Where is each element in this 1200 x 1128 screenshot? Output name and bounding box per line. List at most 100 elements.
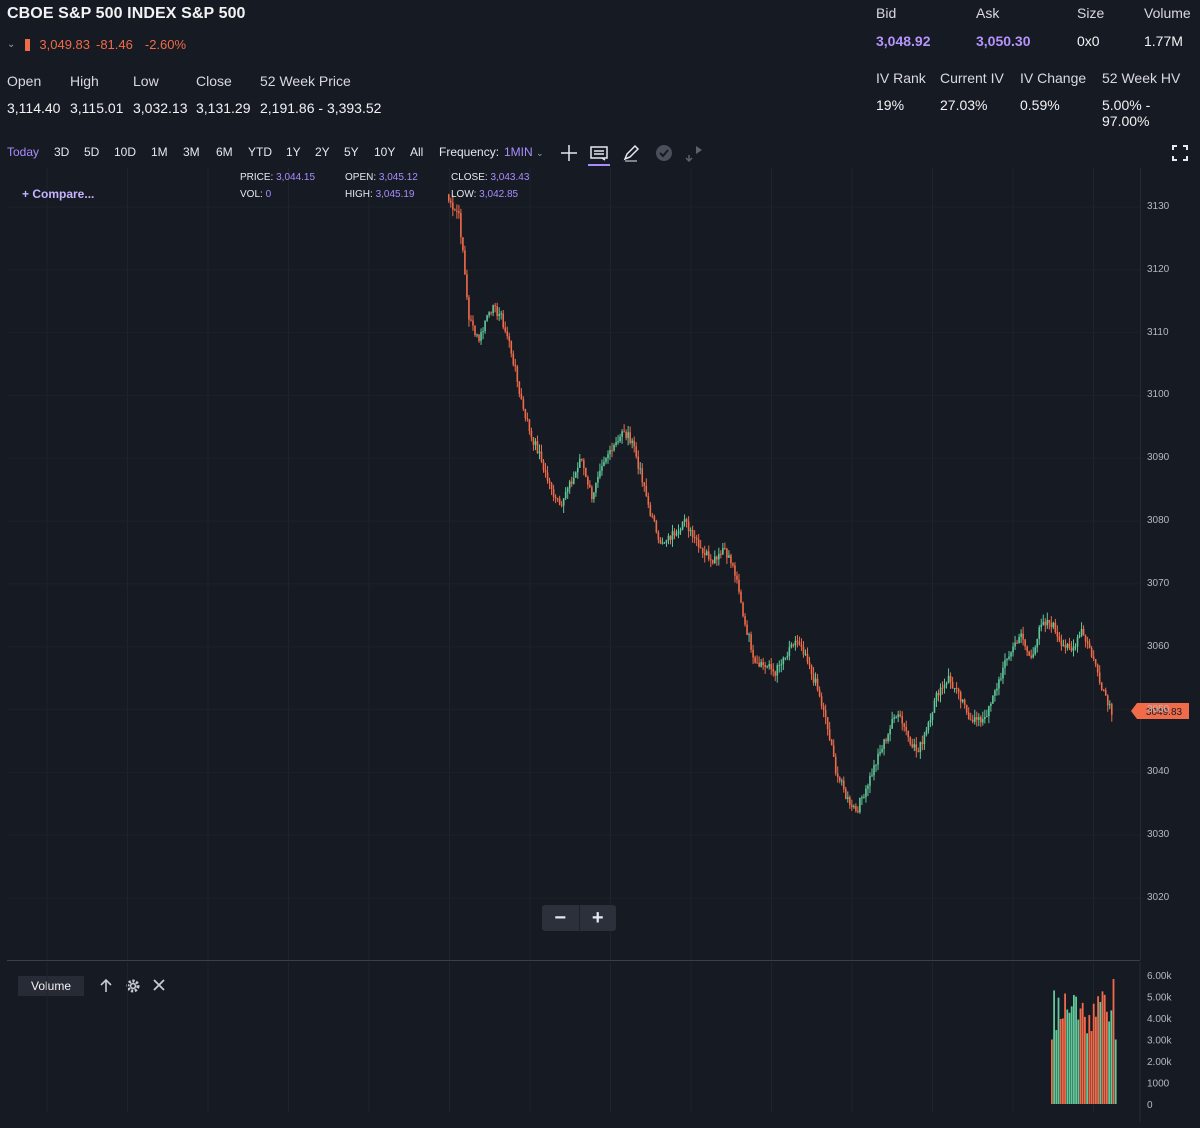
candle-body bbox=[667, 535, 670, 541]
candle-body bbox=[716, 556, 718, 560]
volume-bar bbox=[1073, 995, 1075, 1104]
tf-5y[interactable]: 5Y bbox=[344, 145, 359, 159]
candle-body bbox=[540, 451, 543, 462]
tf-5d[interactable]: 5D bbox=[84, 145, 100, 159]
candle-body bbox=[776, 665, 779, 676]
tf-ytd[interactable]: YTD bbox=[248, 145, 272, 159]
candle-body bbox=[965, 704, 968, 713]
candle-body bbox=[905, 726, 908, 731]
price-chart[interactable] bbox=[7, 168, 1141, 960]
candle-body bbox=[1088, 643, 1091, 648]
candle-body bbox=[468, 297, 470, 320]
volume-bar bbox=[1077, 1019, 1080, 1104]
candle-body bbox=[804, 653, 807, 655]
tf-3m[interactable]: 3M bbox=[183, 145, 200, 159]
candle-body bbox=[977, 717, 980, 720]
compare-button[interactable]: + Compare... bbox=[22, 187, 95, 201]
candle-body bbox=[1018, 636, 1020, 644]
price-direction-bar bbox=[25, 38, 31, 51]
candle-body bbox=[1056, 631, 1059, 637]
candle-body bbox=[486, 315, 488, 321]
volume-bar bbox=[1062, 1018, 1064, 1104]
candle-body bbox=[752, 649, 754, 658]
candle-body bbox=[847, 797, 849, 799]
candle-body bbox=[967, 712, 970, 720]
tf-3d[interactable]: 3D bbox=[54, 145, 70, 159]
candle-body bbox=[758, 662, 760, 667]
candle-body bbox=[728, 555, 730, 558]
close-icon[interactable] bbox=[151, 977, 167, 998]
arrow-up-icon[interactable] bbox=[97, 977, 115, 1000]
candle-body bbox=[1032, 654, 1035, 658]
candle-body bbox=[961, 699, 964, 702]
tf-2y[interactable]: 2Y bbox=[315, 145, 330, 159]
tf-1y[interactable]: 1Y bbox=[286, 145, 301, 159]
candle-body bbox=[832, 745, 835, 757]
candle-body bbox=[591, 487, 593, 499]
iv-change-value: 0.59% bbox=[1020, 97, 1060, 113]
candle-body bbox=[790, 644, 793, 648]
candle-body bbox=[1058, 636, 1061, 641]
tf-6m[interactable]: 6M bbox=[216, 145, 233, 159]
news-icon[interactable] bbox=[588, 142, 610, 166]
candle-body bbox=[556, 498, 559, 500]
fullscreen-icon[interactable] bbox=[1169, 142, 1191, 164]
candle-body bbox=[883, 739, 885, 749]
candle-body bbox=[460, 213, 462, 238]
share-icon[interactable] bbox=[684, 142, 706, 164]
candle-body bbox=[786, 656, 789, 658]
zoom-out-button[interactable]: − bbox=[554, 906, 567, 929]
volume-pane-divider[interactable] bbox=[7, 960, 1140, 961]
candle-body bbox=[663, 542, 666, 544]
candle-body bbox=[530, 430, 533, 438]
candle-body bbox=[564, 491, 567, 499]
frequency-select[interactable]: 1MIN ⌄ bbox=[504, 145, 544, 159]
volume-bar bbox=[1070, 1006, 1073, 1104]
draw-icon[interactable] bbox=[620, 142, 642, 164]
candle-body bbox=[448, 194, 450, 201]
crosshair-icon[interactable] bbox=[558, 142, 580, 164]
candle-body bbox=[611, 450, 613, 452]
candle-body bbox=[629, 432, 631, 444]
candle-body bbox=[828, 729, 831, 740]
candle-body bbox=[903, 723, 906, 727]
candle-body bbox=[1072, 646, 1075, 651]
candle-body bbox=[1074, 646, 1077, 648]
candle-body bbox=[478, 334, 480, 341]
stat-high-label: High bbox=[70, 73, 99, 89]
candle-body bbox=[834, 756, 837, 774]
readout-high: HIGH: 3,045.19 bbox=[345, 189, 415, 200]
tf-all[interactable]: All bbox=[410, 145, 424, 159]
candle-body bbox=[899, 714, 902, 717]
last-price: 3,049.83 bbox=[39, 37, 90, 52]
candle-body bbox=[524, 408, 527, 419]
stat-52wk-label: 52 Week Price bbox=[260, 73, 351, 89]
tf-1m[interactable]: 1M bbox=[151, 145, 168, 159]
candle-body bbox=[921, 742, 924, 745]
candle-body bbox=[1082, 628, 1085, 636]
candle-body bbox=[450, 200, 452, 203]
check-icon[interactable] bbox=[653, 142, 675, 164]
volume-bar bbox=[1068, 1012, 1071, 1104]
candle-body bbox=[637, 456, 640, 469]
candle-body bbox=[836, 773, 839, 777]
candle-body bbox=[885, 739, 887, 742]
candle-body bbox=[673, 531, 676, 536]
candle-body bbox=[851, 804, 853, 807]
volume-bar bbox=[1081, 1002, 1084, 1104]
tf-10d[interactable]: 10D bbox=[114, 145, 137, 159]
quote-size-value: 0x0 bbox=[1077, 33, 1100, 49]
tf-today[interactable]: Today bbox=[7, 145, 40, 159]
candle-body bbox=[844, 788, 847, 799]
chevron-down-icon[interactable]: ⌄ bbox=[7, 39, 16, 50]
zoom-in-button[interactable]: + bbox=[578, 905, 617, 931]
candle-body bbox=[1054, 622, 1057, 632]
candle-body bbox=[855, 806, 857, 811]
candle-body bbox=[873, 765, 875, 776]
candle-body bbox=[808, 662, 811, 666]
tf-10y[interactable]: 10Y bbox=[374, 145, 396, 159]
candle-body bbox=[466, 274, 468, 298]
stat-low-value: 3,032.13 bbox=[133, 100, 188, 116]
candle-body bbox=[840, 780, 843, 782]
quote-ask-label: Ask bbox=[976, 5, 1000, 21]
